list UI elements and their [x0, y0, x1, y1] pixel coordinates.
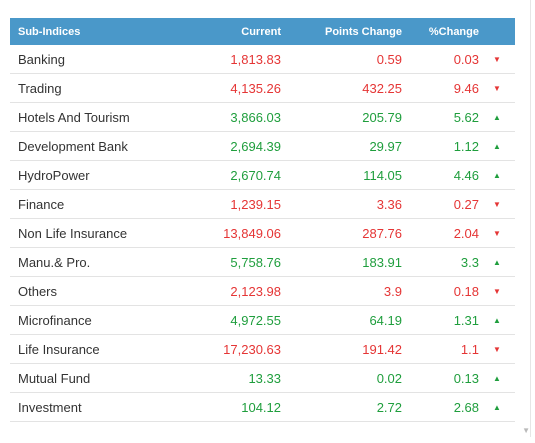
row-points-change: 205.79: [362, 109, 402, 125]
row-sub-index-name: HydroPower: [18, 167, 90, 183]
triangle-down-icon: ▼: [493, 286, 501, 296]
table-row: Life Insurance 17,230.63 191.42 1.1 ▼: [10, 335, 515, 364]
table-row: Mutual Fund 13.33 0.02 0.13 ▲: [10, 364, 515, 393]
triangle-up-icon: ▲: [493, 257, 501, 267]
row-current-value: 2,670.74: [230, 167, 281, 183]
row-points-change: 3.36: [376, 196, 402, 212]
table-header: Sub-Indices Current Points Change %Chang…: [10, 18, 515, 45]
row-points-change: 114.05: [363, 167, 402, 183]
scrollbar-track[interactable]: [530, 0, 531, 437]
row-points-change: 0.02: [376, 370, 402, 386]
row-percent-change: 4.46: [453, 167, 479, 183]
row-sub-index-name: Development Bank: [18, 138, 128, 154]
row-points-change: 3.9: [383, 283, 402, 299]
row-percent-change: 0.03: [453, 51, 479, 67]
row-current-value: 3,866.03: [230, 109, 281, 125]
row-current-value: 4,972.55: [230, 312, 281, 328]
row-sub-index-name: Mutual Fund: [18, 370, 91, 386]
triangle-down-icon: ▼: [493, 54, 501, 64]
triangle-down-icon: ▼: [493, 228, 501, 238]
header-sub-indices: Sub-Indices: [18, 25, 81, 38]
row-sub-index-name: Investment: [18, 399, 82, 415]
row-sub-index-name: Hotels And Tourism: [18, 109, 130, 125]
row-percent-change: 0.18: [453, 283, 479, 299]
triangle-up-icon: ▲: [493, 112, 501, 122]
row-current-value: 13.33: [248, 370, 281, 386]
table-row: HydroPower 2,670.74 114.05 4.46 ▲: [10, 161, 515, 190]
triangle-up-icon: ▲: [493, 402, 501, 412]
scroll-down-icon[interactable]: ▼: [522, 426, 530, 435]
row-points-change: 183.91: [362, 254, 402, 270]
table-row: Non Life Insurance 13,849.06 287.76 2.04 ▼: [10, 219, 515, 248]
row-percent-change: 1.1: [460, 341, 479, 357]
table-row: Microfinance 4,972.55 64.19 1.31 ▲: [10, 306, 515, 335]
triangle-down-icon: ▼: [493, 83, 501, 93]
row-current-value: 1,239.15: [230, 196, 281, 212]
header-current: Current: [241, 25, 281, 38]
row-points-change: 432.25: [362, 80, 402, 96]
row-current-value: 1,813.83: [230, 51, 281, 67]
table-row: Development Bank 2,694.39 29.97 1.12 ▲: [10, 132, 515, 161]
row-percent-change: 9.46: [453, 80, 479, 96]
row-percent-change: 2.68: [453, 399, 479, 415]
table-row: Banking 1,813.83 0.59 0.03 ▼: [10, 45, 515, 74]
row-current-value: 2,123.98: [230, 283, 281, 299]
row-current-value: 104.12: [241, 399, 281, 415]
row-percent-change: 1.12: [453, 138, 479, 154]
row-current-value: 13,849.06: [223, 225, 281, 241]
subindices-table: Sub-Indices Current Points Change %Chang…: [10, 18, 515, 422]
triangle-up-icon: ▲: [493, 170, 501, 180]
row-points-change: 0.59: [376, 51, 402, 67]
row-percent-change: 0.27: [453, 196, 479, 212]
row-points-change: 64.19: [369, 312, 402, 328]
row-sub-index-name: Banking: [18, 51, 65, 67]
triangle-up-icon: ▲: [493, 315, 501, 325]
row-percent-change: 5.62: [453, 109, 479, 125]
row-sub-index-name: Finance: [18, 196, 65, 212]
row-points-change: 2.72: [376, 399, 402, 415]
row-percent-change: 0.13: [453, 370, 479, 386]
row-percent-change: 1.31: [453, 312, 479, 328]
triangle-down-icon: ▼: [493, 199, 501, 209]
table-body: Banking 1,813.83 0.59 0.03 ▼ Trading 4,135.26 4…: [10, 45, 515, 422]
table-row: Hotels And Tourism 3,866.03 205.79 5.62 ▲: [10, 103, 515, 132]
row-percent-change: 2.04: [453, 225, 479, 241]
row-current-value: 4,135.26: [230, 80, 281, 96]
row-sub-index-name: Microfinance: [18, 312, 92, 328]
row-sub-index-name: Manu.& Pro.: [18, 254, 91, 270]
row-current-value: 2,694.39: [230, 138, 281, 154]
table-row: Trading 4,135.26 432.25 9.46 ▼: [10, 74, 515, 103]
row-current-value: 17,230.63: [223, 341, 281, 357]
table-row: Others 2,123.98 3.9 0.18 ▼: [10, 277, 515, 306]
table-row: Manu.& Pro. 5,758.76 183.91 3.3 ▲: [10, 248, 515, 277]
row-points-change: 287.76: [362, 225, 402, 241]
row-sub-index-name: Life Insurance: [18, 341, 100, 357]
row-sub-index-name: Trading: [18, 80, 62, 96]
row-points-change: 191.42: [362, 341, 402, 357]
triangle-up-icon: ▲: [493, 373, 501, 383]
header-percent-change: %Change: [428, 25, 479, 38]
row-percent-change: 3.3: [460, 254, 479, 270]
table-row: Finance 1,239.15 3.36 0.27 ▼: [10, 190, 515, 219]
row-sub-index-name: Others: [18, 283, 58, 299]
row-current-value: 5,758.76: [230, 254, 281, 270]
header-points-change: Points Change: [324, 25, 402, 38]
row-sub-index-name: Non Life Insurance: [18, 225, 128, 241]
triangle-down-icon: ▼: [493, 344, 501, 354]
triangle-up-icon: ▲: [493, 141, 501, 151]
table-row: Investment 104.12 2.72 2.68 ▲: [10, 393, 515, 422]
row-points-change: 29.97: [369, 138, 402, 154]
